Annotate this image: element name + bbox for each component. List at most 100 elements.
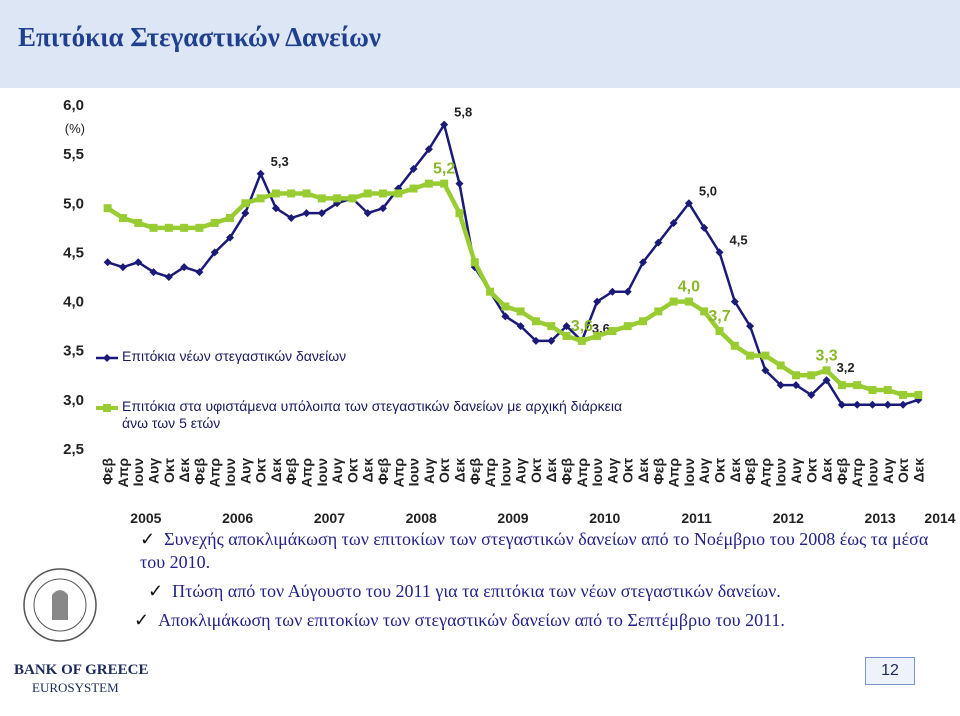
data-label: 5,3 [271,154,289,169]
x-tick-label: Απρ [390,458,406,488]
x-tick-label: Ιουν [497,458,513,487]
data-point [486,287,495,296]
data-point [271,204,280,213]
x-tick-label: Φεβ [100,458,116,485]
data-point [118,263,127,272]
data-point [378,204,387,213]
data-point [531,336,540,345]
x-tick-label: Αυγ [880,458,896,484]
data-label: 5,8 [454,105,472,120]
x-tick-label: Φεβ [467,458,483,485]
legend-marker [103,354,111,362]
data-point [409,164,418,173]
header-band [0,0,960,88]
data-point [684,199,693,208]
legend-marker [103,404,111,412]
x-tick-label: Οκτ [528,457,544,483]
x-tick-label: Δεκ [268,458,284,483]
y-tick-label: 4,0 [63,294,84,311]
data-point [837,381,846,390]
data-point [394,189,403,198]
x-tick-label: Οκτ [803,457,819,483]
data-point [302,209,311,218]
x-tick-label: Αυγ [237,458,253,484]
data-point [577,336,586,345]
year-label: 2009 [497,510,528,526]
data-point [562,331,571,340]
y-tick-label: 4,5 [63,244,84,261]
data-point [531,317,540,326]
data-point [516,307,525,316]
data-point [669,297,678,306]
data-point [746,322,755,331]
data-point [639,317,648,326]
x-tick-label: Δεκ [727,458,743,483]
x-tick-label: Απρ [757,458,773,488]
data-label: 3,6 [571,318,593,335]
data-point [547,322,556,331]
data-point [440,120,449,129]
data-point [899,400,908,409]
x-tick-label: Φεβ [559,458,575,485]
data-point [700,223,709,232]
legend-entry: Επιτόκια στα υφιστάμενα υπόλοιπα των στε… [122,398,623,431]
logo [23,568,97,642]
x-tick-label: Αυγ [513,458,529,484]
data-point [317,209,326,218]
y-tick-label: 3,0 [63,392,84,409]
data-point [149,268,158,277]
data-point [409,184,418,193]
data-point [455,179,464,188]
data-point [164,273,173,281]
data-point [516,322,525,331]
data-point [868,386,877,395]
data-point [302,189,311,198]
y-tick-label: 5,0 [63,195,84,212]
data-point [333,194,342,203]
x-tick-label: Απρ [115,458,131,488]
year-label: 2007 [314,510,345,526]
data-point [149,223,158,232]
x-tick-label: Φεβ [375,458,391,485]
data-point [348,194,357,203]
x-tick-label: Δεκ [360,458,376,483]
data-point [547,336,556,345]
data-point [470,258,479,267]
data-point [363,189,372,198]
y-tick-label: 3,5 [63,343,84,360]
data-point [256,194,265,203]
data-point [424,145,433,154]
data-point [761,351,770,360]
x-tick-label: Οκτ [344,457,360,483]
data-point [853,400,862,409]
x-tick-label: Οκτ [161,457,177,483]
data-point [287,189,296,198]
data-point [914,390,923,399]
x-tick-label: Ιουν [130,458,146,487]
data-point [639,258,648,267]
data-point [669,218,678,227]
bullet: Συνεχής αποκλιμάκωση των επιτοκίων των σ… [140,528,930,574]
data-point [883,400,892,409]
x-tick-label: Απρ [299,458,315,488]
data-point [210,248,219,257]
data-point [501,302,510,311]
x-tick-label: Ιουν [314,458,330,487]
x-tick-label: Αυγ [604,458,620,484]
data-point [776,361,785,370]
x-tick-label: Αυγ [421,458,437,484]
year-label: 2005 [130,510,161,526]
data-point [761,366,770,375]
data-label: 4,0 [678,279,700,296]
data-point [164,223,173,232]
x-tick-label: Δεκ [910,458,926,483]
legend-entry: Επιτόκια νέων στεγαστικών δανείων [122,348,347,364]
x-tick-label: Οκτ [253,457,269,483]
data-point [180,223,189,232]
x-tick-label: Ιουν [222,458,238,487]
data-point [241,199,250,208]
x-tick-label: Αυγ [788,458,804,484]
x-tick-label: Δεκ [543,458,559,483]
data-point [776,381,785,390]
